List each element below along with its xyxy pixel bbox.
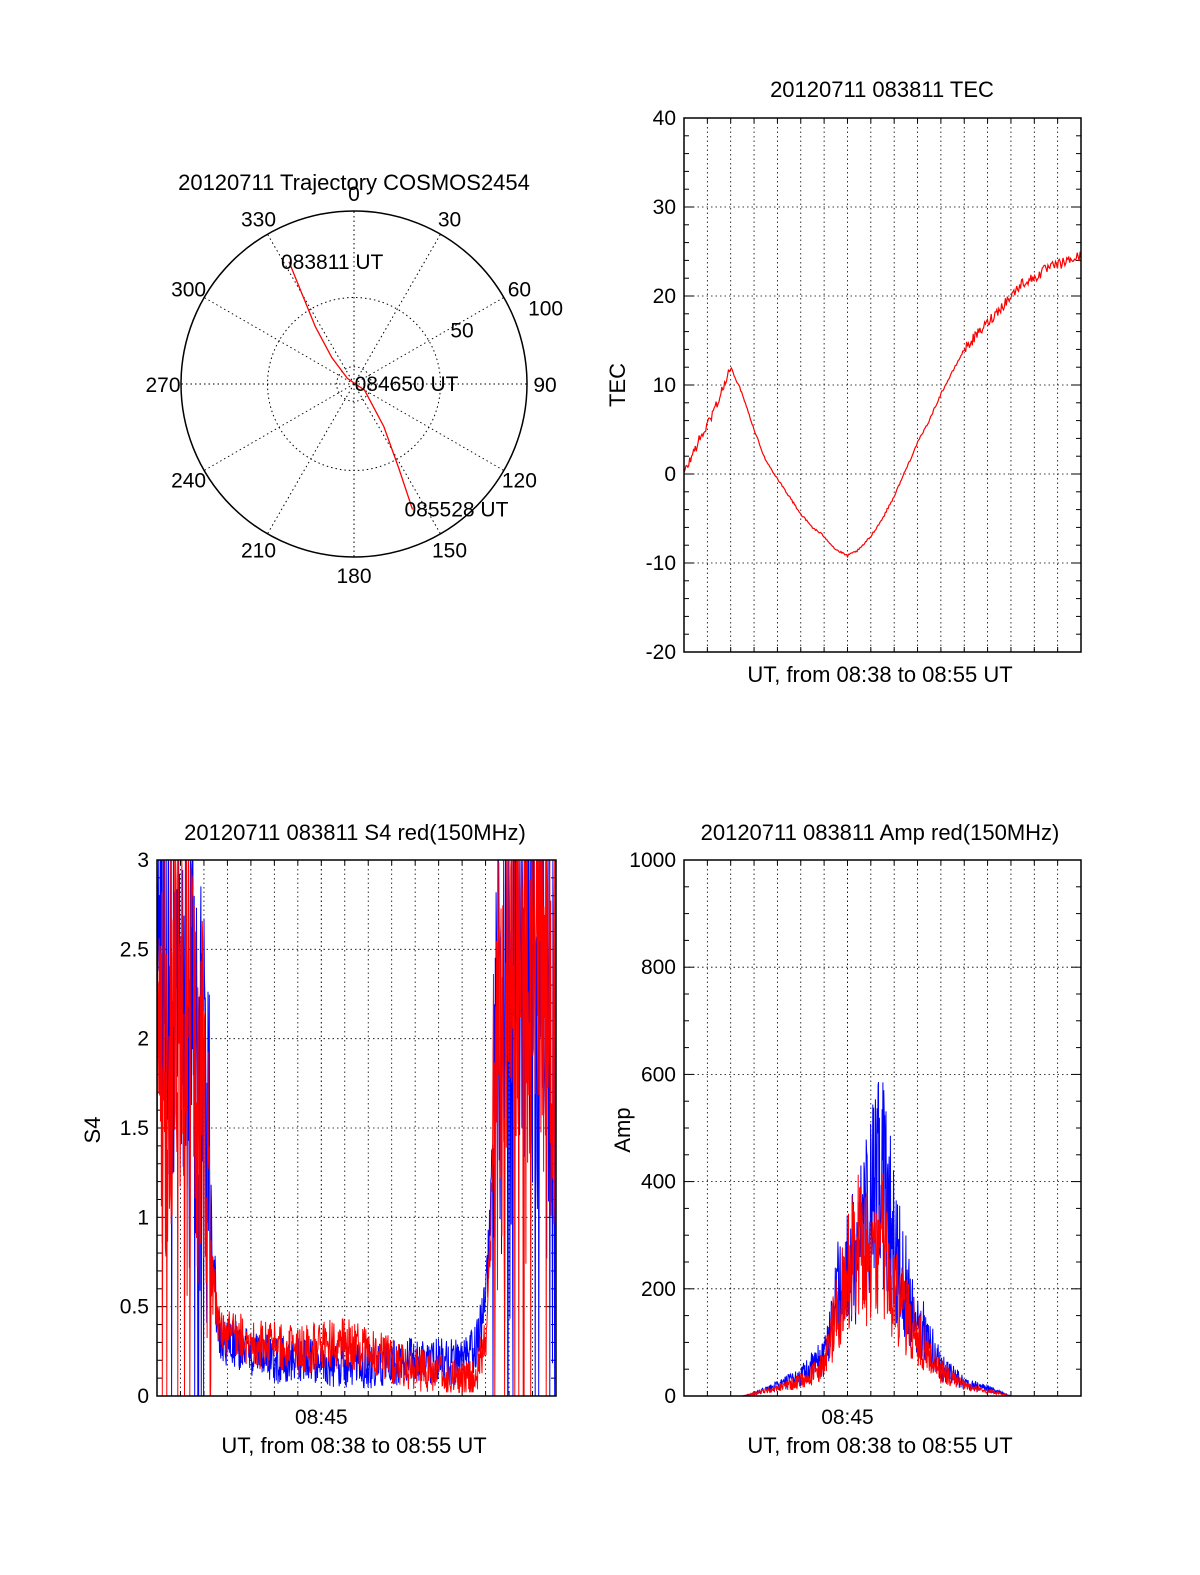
y-tick-label: 0.5 [120, 1296, 149, 1319]
trajectory-time-label: 083811 UT [281, 251, 384, 274]
polar-radial-label: 100 [528, 297, 563, 320]
y-tick-label: 1000 [629, 849, 676, 872]
y-tick-label: 1 [137, 1206, 149, 1229]
y-tick-label: 200 [641, 1278, 676, 1301]
tec-grid [684, 117, 1081, 653]
polar-angle-label: 180 [336, 565, 371, 588]
y-tick-label: 20 [653, 285, 676, 308]
polar-angle-label: 120 [502, 470, 537, 493]
y-tick-label: 2 [137, 1028, 149, 1051]
polar-spoke [353, 233, 441, 385]
polar-spoke [353, 383, 441, 535]
polar-angle-label: 210 [241, 539, 276, 562]
polar-grid [180, 210, 528, 558]
tec-title: 20120711 083811 TEC [770, 77, 994, 102]
y-tick-label: 0 [664, 463, 676, 486]
polar-spoke [267, 233, 355, 385]
s4-xlabel: UT, from 08:38 to 08:55 UT [221, 1433, 486, 1458]
polar-angle-labels: 0 30 60 90 120 150 180 210 240 270 300 330 [145, 183, 556, 588]
tec-series-layer [683, 117, 1082, 653]
s4-title: 20120711 083811 S4 red(150MHz) [184, 820, 526, 845]
amp-series-layer [683, 859, 1082, 1397]
x-tick-label: 08:45 [295, 1406, 348, 1429]
polar-radial-labels: 50 100 [450, 297, 563, 342]
polar-angle-label: 300 [171, 279, 206, 302]
s4-ylabel: S4 [80, 1117, 105, 1144]
trajectory-line [288, 261, 414, 510]
polar-ring [336, 366, 372, 402]
y-tick-label: 40 [653, 107, 676, 130]
y-tick-label: 30 [653, 196, 676, 219]
polar-radial-label: 50 [450, 320, 473, 343]
trajectory-title: 20120711 Trajectory COSMOS2454 [178, 170, 530, 195]
amp-title: 20120711 083811 Amp red(150MHz) [701, 820, 1060, 845]
polar-angle-label: 150 [432, 539, 467, 562]
polar-angle-label: 330 [241, 209, 276, 232]
polar-spoke [203, 383, 355, 471]
series-line [684, 251, 1081, 559]
tec-tick-labels: -20 -10 0 10 20 30 40 [646, 107, 676, 664]
trajectory-polar-panel: 20120711 Trajectory COSMOS2454 0 30 60 90 12… [145, 170, 563, 588]
x-tick-label: 08:45 [821, 1406, 874, 1429]
trajectory-line-layer [288, 261, 414, 510]
polar-angle-label: 60 [508, 279, 531, 302]
polar-angle-label: 240 [171, 470, 206, 493]
trajectory-time-label: 084650 UT [355, 373, 459, 396]
y-tick-label: 800 [641, 956, 676, 979]
s4-tick-labels: 0 0.5 1 1.5 2 2.5 3 08:45 [120, 849, 348, 1429]
s4-panel: 20120711 083811 S4 red(150MHz) UT, from … [80, 820, 557, 1458]
polar-spoke [353, 383, 505, 471]
s4-series-layer [156, 859, 557, 1397]
polar-outer-circle [180, 210, 528, 558]
trajectory-annotations: 083811 UT 084650 UT 085528 UT [281, 251, 509, 522]
y-tick-label: 3 [137, 849, 149, 872]
polar-spoke [203, 297, 355, 385]
y-tick-label: 10 [653, 374, 676, 397]
polar-spoke [353, 297, 505, 385]
polar-spoke [267, 383, 355, 535]
series-line [684, 1173, 1081, 1396]
y-tick-label: 1.5 [120, 1117, 149, 1140]
polar-angle-label: 30 [438, 209, 461, 232]
tec-panel: 20120711 083811 TEC UT, from 08:38 to 08… [605, 77, 1082, 687]
tec-ylabel: TEC [605, 363, 630, 407]
amp-tick-labels: 0 200 400 600 800 1000 08:45 [629, 849, 873, 1429]
y-tick-label: 0 [664, 1385, 676, 1408]
amp-panel: 20120711 083811 Amp red(150MHz) UT, from… [610, 820, 1082, 1458]
plot-frame [683, 859, 1082, 1397]
s4-grid [157, 859, 556, 1397]
y-tick-label: -20 [646, 641, 676, 664]
amp-xlabel: UT, from 08:38 to 08:55 UT [747, 1433, 1012, 1458]
y-tick-label: -10 [646, 552, 676, 575]
plot-frame [683, 117, 1082, 653]
y-tick-label: 0 [137, 1385, 149, 1408]
plot-frame [156, 859, 557, 1397]
trajectory-time-label: 085528 UT [405, 498, 509, 521]
tec-xlabel: UT, from 08:38 to 08:55 UT [747, 662, 1012, 687]
polar-angle-label: 0 [348, 183, 360, 206]
y-tick-label: 2.5 [120, 938, 149, 961]
y-tick-label: 400 [641, 1171, 676, 1194]
y-tick-label: 600 [641, 1063, 676, 1086]
polar-angle-label: 90 [533, 374, 556, 397]
amp-ylabel: Amp [610, 1107, 635, 1152]
series-line [157, 860, 556, 1396]
polar-angle-label: 270 [145, 374, 180, 397]
